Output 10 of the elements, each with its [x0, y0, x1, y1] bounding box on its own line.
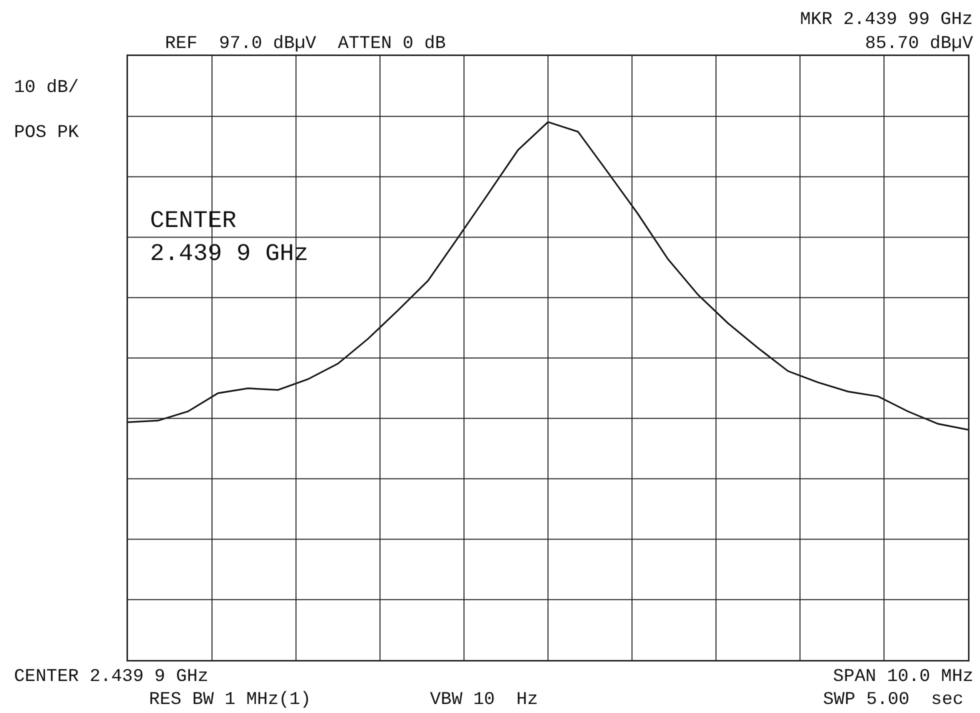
text: 85.70 dBµV: [865, 34, 974, 54]
text: RES BW 1 MHz(1): [149, 690, 312, 710]
text: MKR 2.439 99 GHz: [800, 10, 973, 30]
text: REF 97.0 dBµV ATTEN 0 dB: [165, 34, 446, 54]
text: CENTER 2.439 9 GHz: [14, 667, 208, 687]
text: POS PK: [14, 123, 80, 143]
text: SWP 5.00 sec: [823, 690, 964, 710]
text: 10 dB/: [14, 78, 79, 98]
text: SPAN 10.0 MHz: [833, 667, 974, 687]
text: VBW 10 Hz: [430, 690, 538, 710]
